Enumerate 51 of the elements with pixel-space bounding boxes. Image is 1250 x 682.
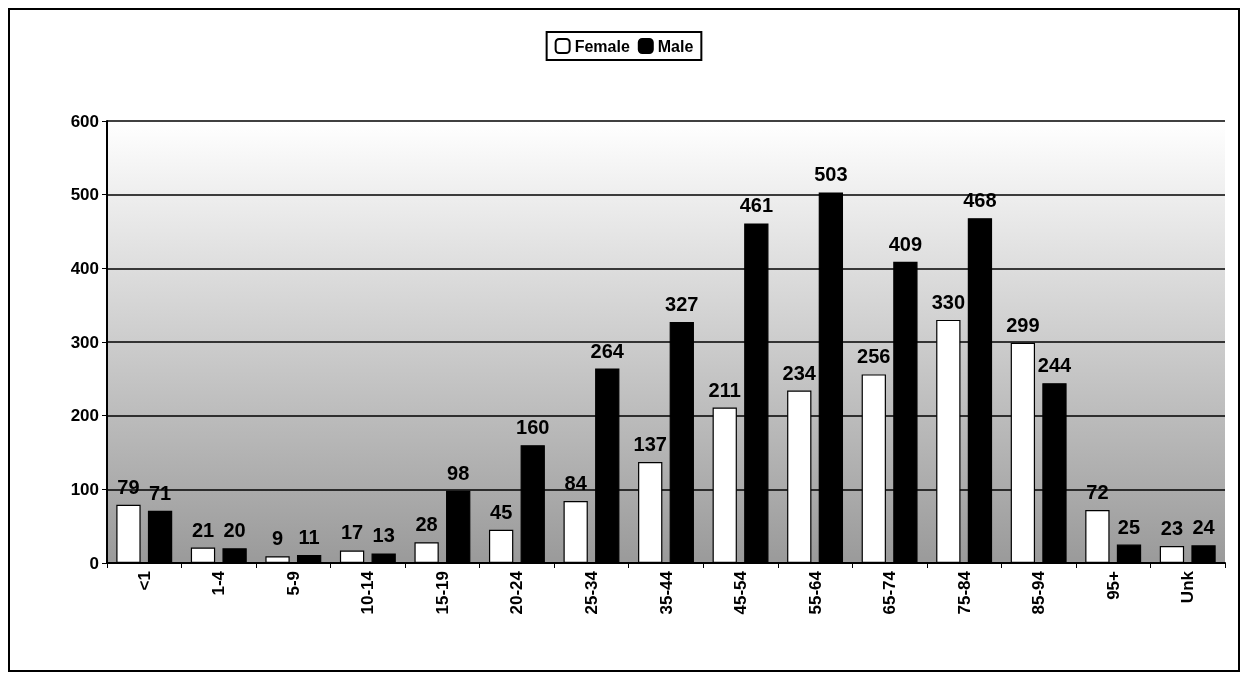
data-label: 25 xyxy=(1117,515,1141,538)
y-tick-label: 600 xyxy=(70,111,99,131)
data-label: 20 xyxy=(223,519,246,542)
x-tick-label: 35-44 xyxy=(656,570,676,615)
data-label: 9 xyxy=(271,527,284,550)
data-label: 24 xyxy=(1192,516,1216,539)
x-tick-label: <1 xyxy=(134,571,154,591)
data-label: 299 xyxy=(1006,313,1040,336)
x-tick-label: 20-24 xyxy=(507,570,527,615)
x-tick-label: 15-19 xyxy=(432,571,452,615)
data-label: 327 xyxy=(665,293,699,316)
x-tick-label: 85-94 xyxy=(1029,570,1049,615)
data-label: 45 xyxy=(490,500,513,523)
x-tick-label: 1-4 xyxy=(209,570,229,596)
legend-label: Female xyxy=(574,37,630,55)
x-tick-label: 25-34 xyxy=(581,570,601,615)
data-label: 461 xyxy=(739,194,774,217)
data-label: 21 xyxy=(191,518,215,541)
x-tick-label: 45-54 xyxy=(731,570,751,615)
y-tick-label: 0 xyxy=(89,553,99,573)
data-label: 28 xyxy=(415,513,438,536)
legend-label: Male xyxy=(657,37,694,55)
x-tick-label: 10-14 xyxy=(358,570,378,615)
x-tick-label: 65-74 xyxy=(880,570,900,615)
data-label: 84 xyxy=(564,472,588,495)
data-label: 160 xyxy=(516,416,550,439)
data-label: 234 xyxy=(782,361,817,384)
y-tick-label: 400 xyxy=(70,258,99,278)
data-label: 468 xyxy=(963,189,997,212)
data-label: 256 xyxy=(857,345,891,368)
data-label: 13 xyxy=(372,524,395,547)
y-tick-label: 100 xyxy=(70,479,99,499)
x-tick-label: 95+ xyxy=(1103,570,1123,600)
data-label: 244 xyxy=(1037,354,1073,377)
data-label: 11 xyxy=(298,525,320,548)
data-label: 211 xyxy=(708,378,741,401)
x-tick-label: 55-64 xyxy=(805,570,825,615)
x-tick-label: 75-84 xyxy=(954,570,974,615)
data-label: 330 xyxy=(931,290,966,313)
y-tick-label: 500 xyxy=(70,185,99,205)
data-label: 137 xyxy=(633,433,667,456)
y-tick-label: 300 xyxy=(70,332,99,352)
y-tick-label: 200 xyxy=(70,406,99,426)
data-label: 23 xyxy=(1160,517,1184,540)
data-label: 503 xyxy=(814,163,848,186)
data-label: 264 xyxy=(590,339,625,362)
data-label: 17 xyxy=(340,521,364,544)
x-tick-label: 5-9 xyxy=(283,571,303,596)
data-label: 409 xyxy=(888,232,923,255)
x-tick-label: Unk xyxy=(1178,570,1198,604)
data-label: 98 xyxy=(447,461,470,484)
